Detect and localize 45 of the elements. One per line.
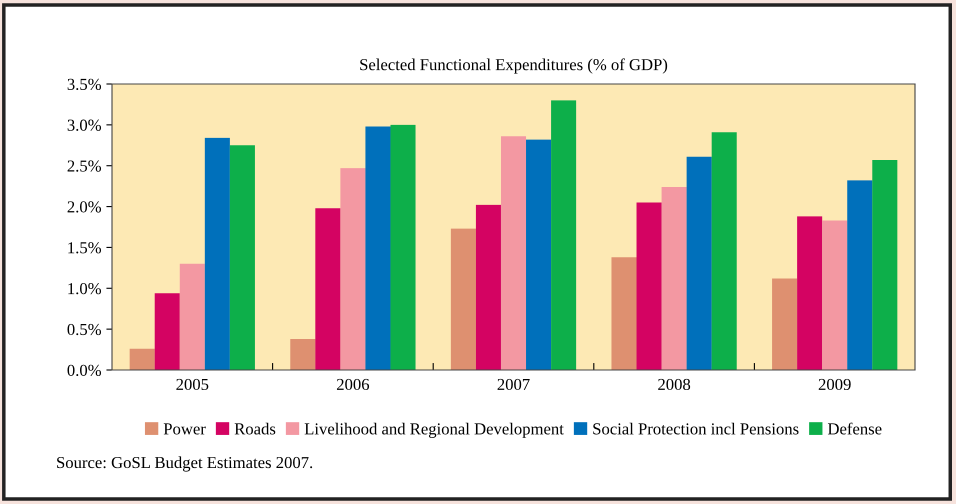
y-tick-label: 3.5%: [68, 78, 102, 90]
y-tick-label: 1.0%: [68, 282, 102, 294]
bar: [204, 138, 230, 370]
legend-label: Livelihood and Regional Development: [304, 422, 564, 438]
bar: [822, 220, 848, 370]
legend-label: Power: [164, 423, 206, 435]
legend-label: Roads: [234, 422, 276, 435]
bar: [130, 348, 155, 370]
bar: [797, 216, 822, 370]
x-tick-label: 2005: [176, 378, 208, 390]
bar: [365, 126, 390, 370]
x-tick-label: 2007: [498, 378, 530, 390]
source-note: Source: GoSL Budget Estimates 2007.: [57, 456, 312, 472]
bar: [772, 278, 798, 370]
y-tick-label: 0.0%: [68, 364, 102, 376]
x-tick-label: 2008: [658, 378, 690, 390]
bar: [872, 160, 898, 370]
bar: [611, 257, 637, 370]
chart-title: Selected Functional Expenditures (% of GDP): [360, 58, 668, 74]
y-tick-label: 0.5%: [68, 324, 102, 336]
x-tick-label: 2009: [818, 378, 851, 390]
y-tick-label: 1.5%: [68, 242, 102, 254]
bar: [154, 293, 180, 370]
legend-label: Defense: [828, 422, 882, 435]
y-tick-label: 2.5%: [68, 160, 102, 172]
bar: [662, 186, 687, 370]
bar: [636, 202, 662, 370]
x-tick-label: 2006: [336, 378, 370, 390]
bar: [290, 338, 316, 370]
bar: [526, 140, 552, 370]
bar: [476, 204, 501, 370]
bar: [551, 100, 576, 370]
bar: [315, 208, 340, 370]
bar: [230, 145, 255, 370]
bar: [340, 168, 366, 370]
legend-label: Social Protection incl Pensions: [593, 422, 799, 435]
bar: [500, 136, 526, 370]
bar: [180, 264, 205, 370]
y-tick-label: 3.0%: [68, 120, 102, 131]
bar: [686, 156, 712, 370]
bar: [450, 228, 476, 370]
y-tick-label: 2.0%: [68, 201, 102, 213]
bar: [847, 180, 872, 370]
bar: [712, 132, 737, 370]
bar: [390, 124, 416, 370]
